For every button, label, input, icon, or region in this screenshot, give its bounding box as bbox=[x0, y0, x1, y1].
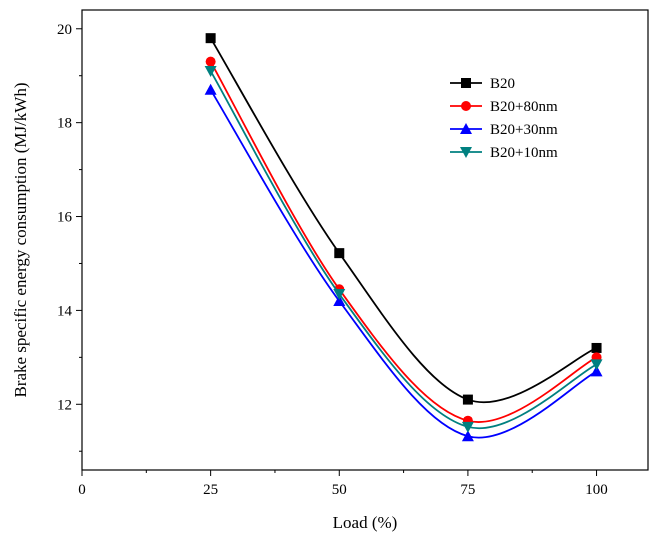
x-tick-label: 100 bbox=[585, 482, 608, 498]
data-point bbox=[205, 33, 216, 44]
legend-label: B20+30nm bbox=[490, 122, 558, 138]
x-tick-label: 0 bbox=[78, 482, 86, 498]
data-point bbox=[462, 394, 473, 405]
x-axis-title: Load (%) bbox=[333, 513, 398, 532]
x-tick-label: 50 bbox=[332, 482, 347, 498]
data-point bbox=[333, 288, 346, 300]
y-tick-label: 18 bbox=[57, 116, 72, 132]
legend-marker bbox=[460, 123, 472, 134]
legend-label: B20 bbox=[490, 76, 515, 92]
series-2 bbox=[204, 83, 603, 442]
series-line bbox=[209, 37, 597, 403]
y-tick-label: 12 bbox=[57, 397, 72, 413]
x-tick-label: 25 bbox=[203, 482, 218, 498]
legend-label: B20+10nm bbox=[490, 145, 558, 161]
series-line bbox=[209, 89, 597, 439]
legend: B20 B20+80nm B20+30nm B20+10nm bbox=[450, 76, 558, 161]
data-point bbox=[334, 248, 345, 259]
series-0 bbox=[205, 33, 602, 405]
data-point bbox=[204, 66, 217, 78]
legend-marker bbox=[461, 101, 471, 111]
legend-marker bbox=[460, 147, 472, 158]
axes: 0 25 50 75 100 12 14 16 18 20 bbox=[57, 9, 649, 498]
legend-item: B20+10nm bbox=[450, 145, 558, 161]
legend-label: B20+80nm bbox=[490, 99, 558, 115]
y-tick-label: 16 bbox=[57, 210, 73, 226]
y-tick-label: 14 bbox=[57, 303, 73, 319]
data-point bbox=[590, 365, 603, 377]
legend-item: B20+80nm bbox=[450, 99, 558, 115]
series-3 bbox=[204, 66, 603, 433]
series-line bbox=[209, 61, 597, 423]
x-tick-label: 75 bbox=[460, 482, 475, 498]
legend-item: B20 bbox=[450, 76, 515, 92]
data-point bbox=[590, 359, 603, 371]
data-point bbox=[461, 430, 474, 442]
series-line bbox=[209, 70, 597, 430]
data-point bbox=[461, 421, 474, 433]
data-point bbox=[333, 295, 346, 307]
plot-frame bbox=[81, 9, 649, 471]
y-axis-title: Brake specific energy consumption (MJ/kW… bbox=[11, 82, 30, 397]
legend-marker bbox=[461, 78, 471, 88]
legend-item: B20+30nm bbox=[450, 122, 558, 138]
series-layer bbox=[204, 33, 603, 442]
y-tick-label: 20 bbox=[57, 22, 72, 38]
data-point bbox=[204, 83, 217, 95]
data-point bbox=[591, 342, 602, 353]
data-point bbox=[205, 56, 216, 67]
